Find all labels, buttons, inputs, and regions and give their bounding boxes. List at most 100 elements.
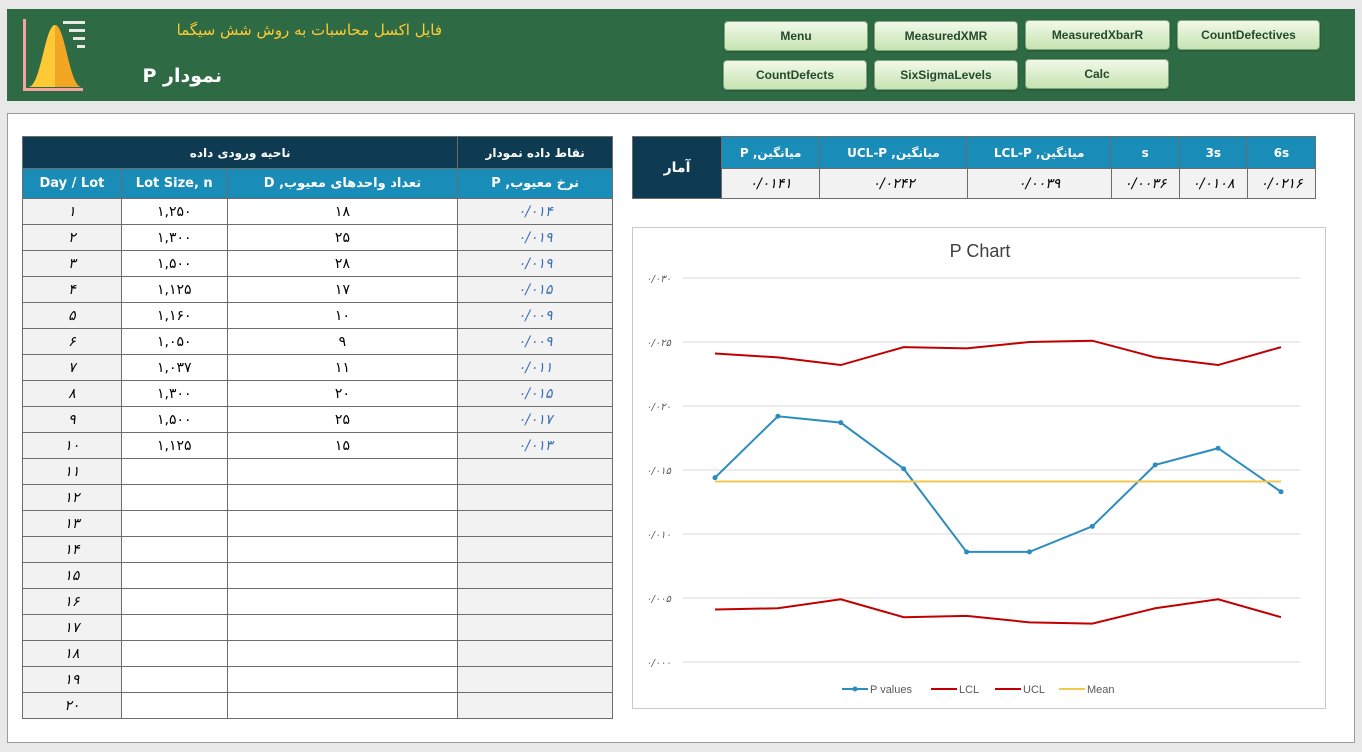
day-cell[interactable]: ۶: [22, 328, 122, 355]
six-sigma-levels-button[interactable]: SixSigmaLevels: [874, 60, 1018, 90]
lot-size-cell[interactable]: ۱,۳۰۰: [120, 380, 228, 407]
calc-button[interactable]: Calc: [1025, 59, 1169, 89]
defect-rate-cell[interactable]: ۰/۰۱۵: [457, 380, 613, 407]
day-cell[interactable]: ۱۵: [22, 562, 122, 589]
defect-rate-cell[interactable]: ۰/۰۱۴: [457, 198, 613, 225]
day-cell[interactable]: ۲: [22, 224, 122, 251]
stats-value-mean-p[interactable]: ۰/۰۱۴۱: [720, 168, 821, 199]
stats-value-mean-ucl[interactable]: ۰/۰۲۴۲: [819, 168, 968, 199]
lot-size-cell[interactable]: ۱,۱۲۵: [120, 432, 228, 459]
p-chart[interactable]: P Chart ۰/۰۳۰ ۰/۰۲۵ ۰/۰۲۰ ۰/۰۱۵ ۰/۰۱۰ ۰/۰۰۵ ۰/۰…: [632, 227, 1326, 709]
table-row: ۵ ۱,۱۶۰ ۱۰ ۰/۰۰۹: [22, 302, 613, 329]
count-defects-button[interactable]: CountDefects: [723, 60, 867, 90]
defectives-cell[interactable]: [226, 536, 459, 563]
stats-value-mean-lcl[interactable]: ۰/۰۰۳۹: [966, 168, 1112, 199]
lot-size-cell[interactable]: ۱,۰۳۷: [120, 354, 228, 381]
defectives-cell[interactable]: [226, 692, 459, 719]
defect-rate-cell[interactable]: ۰/۰۰۹: [457, 302, 613, 329]
lot-size-cell[interactable]: ۱,۳۰۰: [120, 224, 228, 251]
defectives-cell[interactable]: ۲۸: [226, 250, 459, 277]
lot-size-cell[interactable]: [120, 614, 228, 641]
lot-size-cell[interactable]: [120, 692, 228, 719]
defect-rate-cell[interactable]: ۰/۰۰۹: [457, 328, 613, 355]
defect-rate-cell[interactable]: ۰/۰۱۵: [457, 276, 613, 303]
day-cell[interactable]: ۱۱: [22, 458, 122, 485]
lot-size-cell[interactable]: [120, 484, 228, 511]
legend-lcl: LCL: [959, 684, 979, 696]
count-defectives-button[interactable]: CountDefectives: [1177, 20, 1320, 50]
day-cell[interactable]: ۴: [22, 276, 122, 303]
day-cell[interactable]: ۱: [22, 198, 122, 225]
day-cell[interactable]: ۱۳: [22, 510, 122, 537]
lot-size-cell[interactable]: [120, 666, 228, 693]
defectives-cell[interactable]: [226, 458, 459, 485]
day-cell[interactable]: ۷: [22, 354, 122, 381]
defectives-cell[interactable]: [226, 614, 459, 641]
lot-size-cell[interactable]: [120, 562, 228, 589]
lot-size-cell[interactable]: [120, 640, 228, 667]
y-tick-label: ۰/۰۲۰: [646, 402, 671, 413]
defectives-cell[interactable]: [226, 666, 459, 693]
lot-size-cell[interactable]: ۱,۲۵۰: [120, 198, 228, 225]
defectives-cell[interactable]: ۱۰: [226, 302, 459, 329]
day-cell[interactable]: ۲۰: [22, 692, 122, 719]
defect-rate-cell[interactable]: [457, 458, 613, 485]
measured-xmr-button[interactable]: MeasuredXMR: [874, 21, 1018, 51]
measured-xbarr-button[interactable]: MeasuredXbarR: [1025, 20, 1170, 50]
defect-rate-cell[interactable]: ۰/۰۱۹: [457, 250, 613, 277]
defectives-cell[interactable]: [226, 484, 459, 511]
defectives-cell[interactable]: [226, 510, 459, 537]
defect-rate-cell[interactable]: [457, 510, 613, 537]
defectives-cell[interactable]: ۱۸: [226, 198, 459, 225]
lot-size-cell[interactable]: [120, 588, 228, 615]
stats-value-s[interactable]: ۰/۰۰۳۶: [1110, 168, 1180, 199]
day-cell[interactable]: ۹: [22, 406, 122, 433]
defect-rate-cell[interactable]: [457, 692, 613, 719]
day-cell[interactable]: ۱۶: [22, 588, 122, 615]
lot-size-cell[interactable]: [120, 510, 228, 537]
defectives-cell[interactable]: ۲۵: [226, 224, 459, 251]
defectives-cell[interactable]: ۱۵: [226, 432, 459, 459]
stats-value-3s[interactable]: ۰/۰۱۰۸: [1178, 168, 1248, 199]
defect-rate-cell[interactable]: ۰/۰۱۷: [457, 406, 613, 433]
lot-size-cell[interactable]: ۱,۱۲۵: [120, 276, 228, 303]
defect-rate-cell[interactable]: [457, 562, 613, 589]
lot-size-cell[interactable]: [120, 458, 228, 485]
lot-size-cell[interactable]: ۱,۱۶۰: [120, 302, 228, 329]
defect-rate-cell[interactable]: [457, 484, 613, 511]
defectives-cell[interactable]: [226, 562, 459, 589]
defect-rate-cell[interactable]: [457, 536, 613, 563]
day-cell[interactable]: ۸: [22, 380, 122, 407]
defect-rate-cell[interactable]: [457, 666, 613, 693]
defect-rate-cell[interactable]: [457, 614, 613, 641]
defect-rate-cell[interactable]: [457, 640, 613, 667]
day-cell[interactable]: ۱۸: [22, 640, 122, 667]
defect-rate-cell[interactable]: [457, 588, 613, 615]
stats-value-6s[interactable]: ۰/۰۲۱۶: [1246, 168, 1317, 199]
defectives-cell[interactable]: ۲۵: [226, 406, 459, 433]
lot-size-cell[interactable]: [120, 536, 228, 563]
menu-button[interactable]: Menu: [724, 21, 868, 51]
day-cell[interactable]: ۱۹: [22, 666, 122, 693]
y-tick-label: ۰/۰۱۵: [646, 466, 671, 477]
defectives-cell[interactable]: ۹: [226, 328, 459, 355]
table-row: ۱۳: [22, 510, 613, 537]
defectives-cell[interactable]: ۱۷: [226, 276, 459, 303]
stats-header-s: s: [1110, 136, 1180, 169]
day-cell[interactable]: ۱۷: [22, 614, 122, 641]
defect-rate-cell[interactable]: ۰/۰۱۳: [457, 432, 613, 459]
lot-size-cell[interactable]: ۱,۰۵۰: [120, 328, 228, 355]
defect-rate-cell[interactable]: ۰/۰۱۱: [457, 354, 613, 381]
lot-size-cell[interactable]: ۱,۵۰۰: [120, 406, 228, 433]
defectives-cell[interactable]: ۲۰: [226, 380, 459, 407]
defect-rate-cell[interactable]: ۰/۰۱۹: [457, 224, 613, 251]
day-cell[interactable]: ۱۲: [22, 484, 122, 511]
defectives-cell[interactable]: ۱۱: [226, 354, 459, 381]
day-cell[interactable]: ۱۰: [22, 432, 122, 459]
lot-size-cell[interactable]: ۱,۵۰۰: [120, 250, 228, 277]
day-cell[interactable]: ۳: [22, 250, 122, 277]
defectives-cell[interactable]: [226, 640, 459, 667]
defectives-cell[interactable]: [226, 588, 459, 615]
day-cell[interactable]: ۱۴: [22, 536, 122, 563]
day-cell[interactable]: ۵: [22, 302, 122, 329]
